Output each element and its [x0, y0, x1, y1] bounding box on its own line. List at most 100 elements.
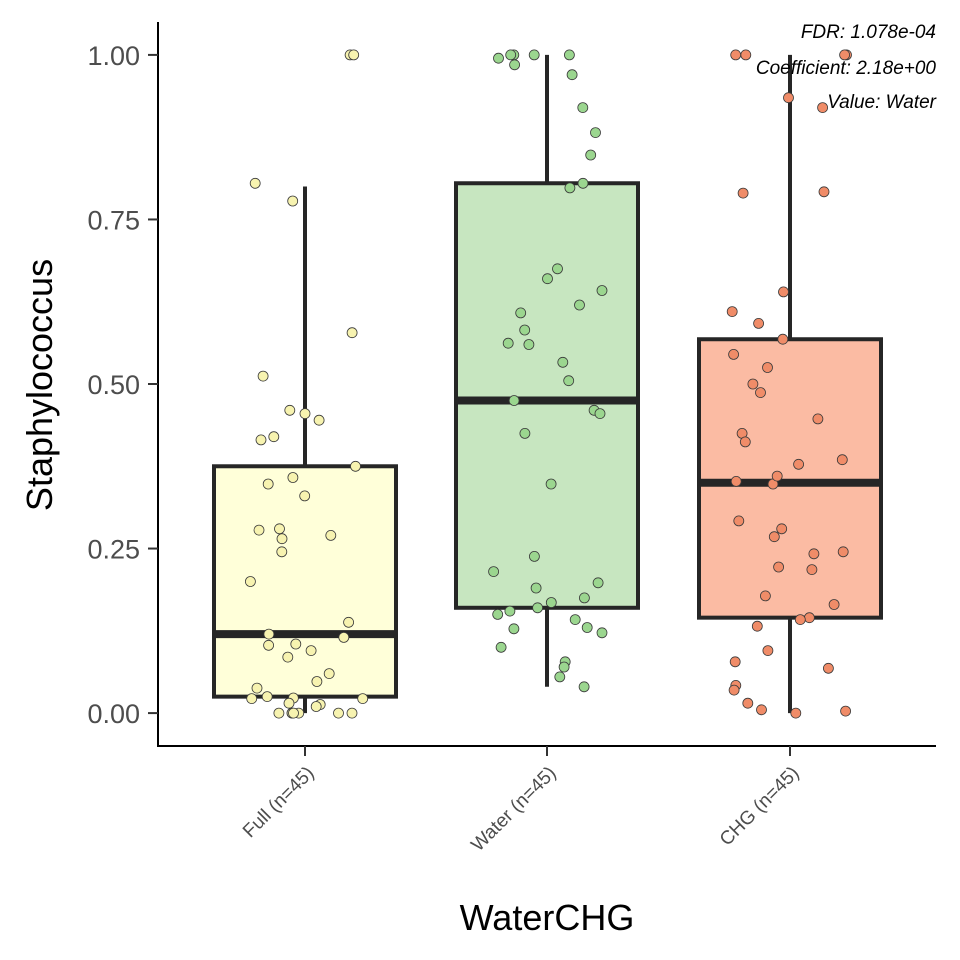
data-point	[502, 337, 514, 349]
data-point	[577, 102, 589, 113]
data-point	[804, 612, 815, 624]
data-point	[542, 273, 553, 285]
data-point	[806, 564, 818, 575]
data-point	[751, 620, 763, 632]
data-point	[338, 632, 350, 643]
y-tick-label: 0.25	[87, 535, 140, 565]
data-point	[771, 470, 783, 482]
data-point	[762, 362, 773, 373]
x-axis-label: WaterCHG	[460, 897, 635, 938]
stats-annotation: FDR: 1.078e-04 Coefficient: 2.18e+00 Val…	[756, 22, 937, 113]
data-point	[755, 387, 766, 399]
box-group	[454, 54, 640, 687]
data-point	[596, 285, 608, 296]
data-point	[836, 454, 848, 466]
data-point	[299, 490, 311, 502]
fdr-annotation: FDR: 1.078e-04	[801, 22, 936, 43]
data-point	[545, 597, 557, 608]
data-point	[519, 427, 531, 439]
data-point	[508, 395, 520, 406]
data-point	[790, 707, 802, 719]
x-ticks: Full (n=45) Water (n=45) CHG (n=45)	[239, 746, 804, 856]
data-point	[288, 707, 299, 719]
data-point	[305, 645, 317, 656]
value-annotation: Value: Water	[827, 92, 936, 113]
data-point	[753, 317, 764, 329]
data-point	[530, 582, 542, 594]
data-point	[566, 69, 578, 81]
data-point	[768, 531, 780, 543]
data-point	[730, 475, 742, 487]
data-point	[508, 623, 520, 635]
data-point	[257, 370, 269, 382]
data-point	[529, 551, 540, 562]
data-point	[268, 431, 280, 443]
data-point	[778, 286, 789, 298]
data-point	[730, 49, 742, 61]
data-point	[346, 707, 358, 719]
data-point	[284, 404, 296, 416]
data-point	[287, 195, 299, 207]
data-point	[594, 408, 606, 420]
data-point	[523, 339, 535, 350]
data-point	[519, 324, 531, 336]
data-point	[564, 182, 576, 194]
data-point	[532, 602, 543, 614]
data-point	[577, 177, 589, 189]
data-point	[276, 533, 288, 545]
data-point	[261, 691, 273, 702]
data-point	[578, 681, 590, 693]
data-point	[837, 546, 849, 558]
data-point	[528, 49, 540, 61]
data-point	[495, 641, 507, 653]
data-point	[557, 356, 569, 368]
data-point	[828, 599, 840, 610]
data-point	[574, 299, 585, 311]
data-point	[563, 375, 575, 387]
data-point	[776, 523, 788, 535]
data-point	[777, 333, 789, 345]
data-point	[244, 576, 256, 587]
data-point	[812, 413, 824, 425]
data-point	[249, 177, 261, 189]
data-point	[343, 616, 355, 628]
data-point	[742, 697, 754, 709]
data-point	[756, 704, 767, 716]
data-point	[552, 263, 563, 275]
data-point	[246, 693, 258, 704]
data-point	[793, 458, 804, 470]
data-point	[283, 697, 295, 709]
data-point	[290, 638, 302, 650]
data-point	[493, 52, 504, 64]
y-tick-label: 0.75	[87, 205, 140, 235]
data-point	[350, 460, 361, 472]
data-point	[839, 49, 850, 61]
data-point	[596, 627, 608, 639]
data-point	[729, 656, 741, 668]
data-point	[592, 577, 604, 589]
data-point	[740, 49, 752, 61]
data-point	[817, 102, 828, 113]
box-group	[697, 54, 883, 714]
x-tick-label: Full (n=45)	[239, 763, 318, 842]
data-point	[348, 49, 360, 61]
data-point	[253, 524, 265, 536]
data-point	[276, 546, 288, 558]
points-layer	[244, 49, 852, 719]
data-point	[794, 614, 806, 625]
data-point	[299, 408, 311, 420]
data-point	[739, 436, 751, 448]
data-point	[346, 327, 358, 339]
data-point	[726, 306, 738, 318]
data-point	[262, 478, 274, 490]
data-point	[251, 682, 263, 694]
y-ticks: 0.00 0.25 0.50 0.75 1.00	[87, 41, 158, 729]
x-tick-label: CHG (n=45)	[716, 763, 804, 851]
data-point	[585, 149, 597, 161]
data-point	[760, 590, 771, 602]
data-point	[554, 671, 566, 683]
data-point	[773, 561, 784, 573]
data-point	[808, 548, 820, 560]
data-point	[762, 645, 774, 656]
